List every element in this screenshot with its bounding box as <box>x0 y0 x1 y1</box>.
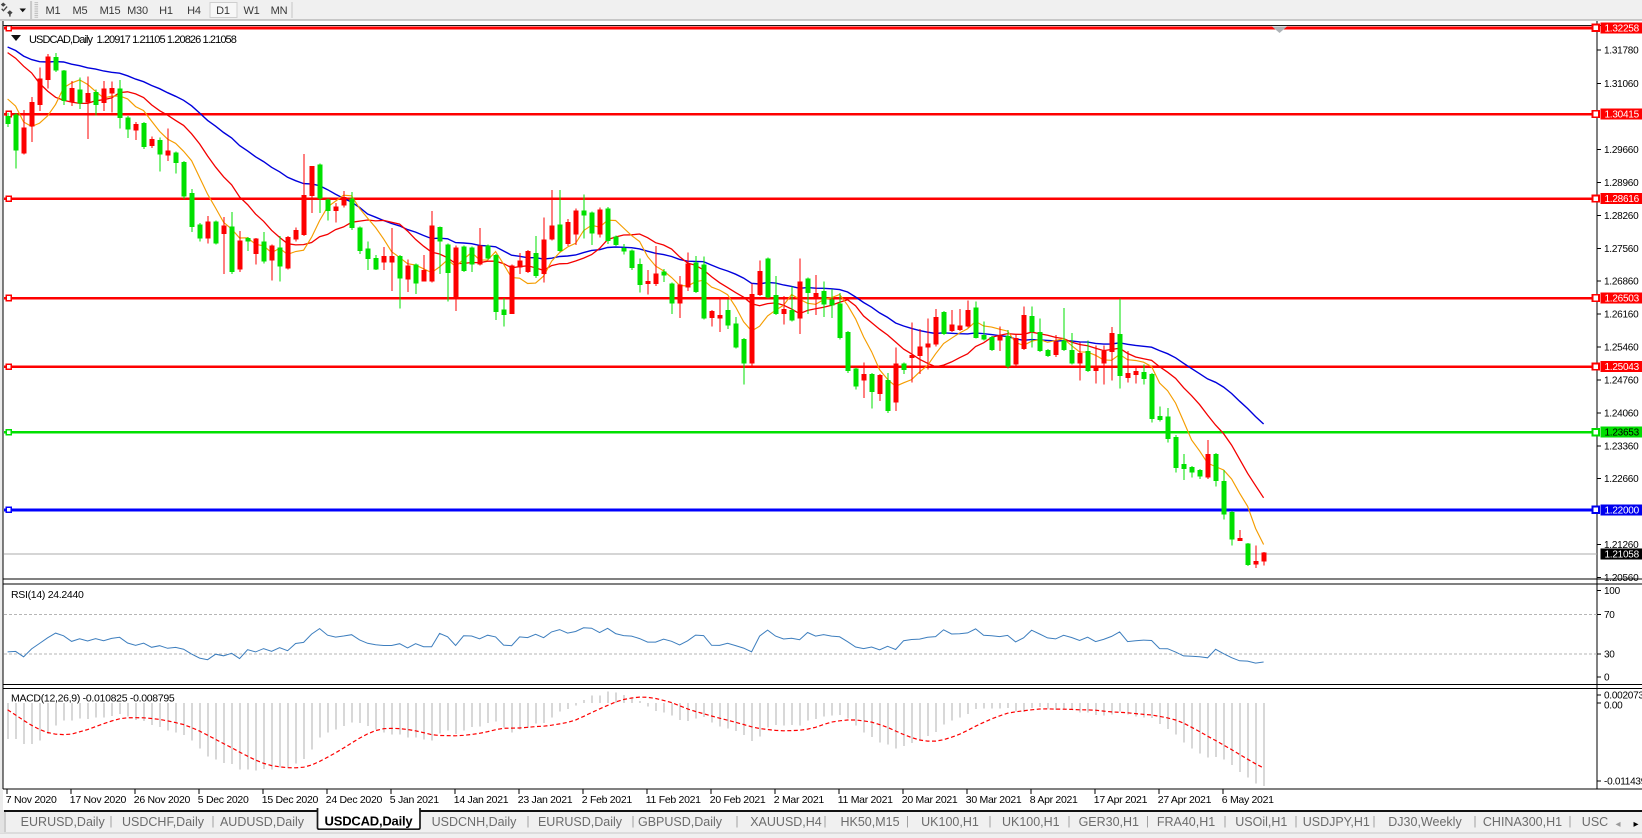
svg-text:0: 0 <box>1604 673 1610 684</box>
svg-text:1.25043: 1.25043 <box>1605 362 1640 373</box>
svg-text:|: | <box>1224 816 1227 828</box>
svg-text:USDJPY,H1: USDJPY,H1 <box>1303 815 1370 829</box>
svg-text:1.26160: 1.26160 <box>1604 310 1639 321</box>
svg-text:|: | <box>110 816 113 828</box>
svg-text:1.21260: 1.21260 <box>1604 540 1639 551</box>
svg-text:GBPUSD,Daily: GBPUSD,Daily <box>638 815 723 829</box>
svg-text:|: | <box>1295 816 1298 828</box>
svg-text:15 Dec 2020: 15 Dec 2020 <box>262 794 319 806</box>
svg-text:DJ30,Weekly: DJ30,Weekly <box>1388 815 1462 829</box>
svg-text:1.26503: 1.26503 <box>1605 294 1640 305</box>
svg-text:11 Feb 2021: 11 Feb 2021 <box>646 794 701 806</box>
svg-text:5 Dec 2020: 5 Dec 2020 <box>198 794 249 806</box>
svg-text:20 Mar 2021: 20 Mar 2021 <box>902 794 958 806</box>
svg-text:|: | <box>906 816 909 828</box>
svg-text:1.20560: 1.20560 <box>1604 573 1639 584</box>
svg-text:24 Dec 2020: 24 Dec 2020 <box>326 794 383 806</box>
svg-text:USDCAD,Daily 1.20917 1.21105: USDCAD,Daily 1.20917 1.21105 1.20826 1.2… <box>29 34 237 46</box>
svg-text:1.24760: 1.24760 <box>1604 376 1639 387</box>
svg-text:HK50,M15: HK50,M15 <box>840 815 899 829</box>
svg-text:0.002073: 0.002073 <box>1604 691 1642 702</box>
svg-text:W1: W1 <box>243 5 259 17</box>
svg-text:GER30,H1: GER30,H1 <box>1079 815 1139 829</box>
svg-text:AUDUSD,Daily: AUDUSD,Daily <box>220 815 305 829</box>
svg-text:H1: H1 <box>159 5 173 17</box>
svg-text:M15: M15 <box>100 5 121 17</box>
svg-text:▸: ▸ <box>1633 819 1638 830</box>
svg-text:1.22000: 1.22000 <box>1605 505 1640 516</box>
svg-text:20 Feb 2021: 20 Feb 2021 <box>710 794 766 806</box>
svg-text:M1: M1 <box>46 5 61 17</box>
svg-text:EURUSD,Daily: EURUSD,Daily <box>538 815 623 829</box>
svg-text:30: 30 <box>1604 650 1615 661</box>
svg-text:1.27560: 1.27560 <box>1604 244 1639 255</box>
svg-text:23 Jan 2021: 23 Jan 2021 <box>518 794 573 806</box>
svg-text:0.00: 0.00 <box>1604 701 1623 712</box>
svg-text:14 Jan 2021: 14 Jan 2021 <box>454 794 509 806</box>
svg-text:|: | <box>1373 816 1376 828</box>
svg-text:UK100,H1: UK100,H1 <box>1002 815 1060 829</box>
svg-text:USDCAD,Daily: USDCAD,Daily <box>325 814 414 829</box>
svg-text:|: | <box>736 816 739 828</box>
svg-text:FRA40,H1: FRA40,H1 <box>1157 815 1215 829</box>
svg-text:USDCNH,Daily: USDCNH,Daily <box>432 815 517 829</box>
svg-text:|: | <box>632 816 635 828</box>
svg-text:|: | <box>989 816 992 828</box>
svg-text:27 Apr 2021: 27 Apr 2021 <box>1158 794 1212 806</box>
svg-text:30 Mar 2021: 30 Mar 2021 <box>966 794 1022 806</box>
svg-text:17 Apr 2021: 17 Apr 2021 <box>1094 794 1148 806</box>
svg-text:1.26860: 1.26860 <box>1604 277 1639 288</box>
svg-text:70: 70 <box>1604 610 1615 621</box>
svg-text:USDCHF,Daily: USDCHF,Daily <box>122 815 205 829</box>
svg-text:1.29660: 1.29660 <box>1604 145 1639 156</box>
svg-text:1.23653: 1.23653 <box>1605 428 1640 439</box>
svg-text:EURUSD,Daily: EURUSD,Daily <box>21 815 106 829</box>
svg-text:1.23360: 1.23360 <box>1604 441 1639 452</box>
svg-text:|: | <box>527 816 530 828</box>
svg-text:-0.011439: -0.011439 <box>1604 777 1642 788</box>
svg-text:1.25460: 1.25460 <box>1604 343 1639 354</box>
svg-text:|: | <box>1569 816 1572 828</box>
svg-text:XAUUSD,H4: XAUUSD,H4 <box>750 815 822 829</box>
svg-text:1.30415: 1.30415 <box>1605 110 1640 121</box>
svg-text:MACD(12,26,9) -0.010825 -0.008: MACD(12,26,9) -0.010825 -0.008795 <box>11 693 175 705</box>
svg-text:1.21058: 1.21058 <box>1605 550 1640 561</box>
svg-text:1.28260: 1.28260 <box>1604 211 1639 222</box>
svg-text:17 Nov 2020: 17 Nov 2020 <box>70 794 127 806</box>
svg-text:D1: D1 <box>216 5 230 17</box>
svg-text:1.31780: 1.31780 <box>1604 45 1639 56</box>
svg-text:|: | <box>1146 816 1149 828</box>
svg-text:8 Apr 2021: 8 Apr 2021 <box>1030 794 1078 806</box>
svg-text:1.22660: 1.22660 <box>1604 474 1639 485</box>
svg-text:1.28960: 1.28960 <box>1604 178 1639 189</box>
svg-text:7 Nov 2020: 7 Nov 2020 <box>6 794 57 806</box>
svg-text:2 Mar 2021: 2 Mar 2021 <box>774 794 825 806</box>
svg-text:6 May 2021: 6 May 2021 <box>1222 794 1274 806</box>
svg-text:|: | <box>824 816 827 828</box>
svg-text:1.24060: 1.24060 <box>1604 408 1639 419</box>
svg-text:RSI(14) 24.2440: RSI(14) 24.2440 <box>11 589 84 601</box>
svg-text:100: 100 <box>1604 586 1621 597</box>
svg-text:26 Nov 2020: 26 Nov 2020 <box>134 794 191 806</box>
svg-text:MN: MN <box>271 5 288 17</box>
svg-text:2 Feb 2021: 2 Feb 2021 <box>582 794 633 806</box>
svg-text:USC: USC <box>1582 815 1608 829</box>
svg-text:1.31060: 1.31060 <box>1604 79 1639 90</box>
svg-text:11 Mar 2021: 11 Mar 2021 <box>838 794 893 806</box>
svg-text:1.32258: 1.32258 <box>1605 23 1640 34</box>
svg-text:USOil,H1: USOil,H1 <box>1235 815 1287 829</box>
svg-text:CHINA300,H1: CHINA300,H1 <box>1483 815 1562 829</box>
svg-text:|: | <box>212 816 215 828</box>
svg-text:M30: M30 <box>127 5 148 17</box>
svg-text:5 Jan 2021: 5 Jan 2021 <box>390 794 439 806</box>
svg-text:◂: ◂ <box>1615 819 1620 830</box>
svg-text:1.28616: 1.28616 <box>1605 194 1640 205</box>
svg-text:UK100,H1: UK100,H1 <box>921 815 979 829</box>
svg-text:|: | <box>1474 816 1477 828</box>
svg-text:M5: M5 <box>73 5 88 17</box>
svg-text:|: | <box>1068 816 1071 828</box>
svg-text:H4: H4 <box>187 5 201 17</box>
